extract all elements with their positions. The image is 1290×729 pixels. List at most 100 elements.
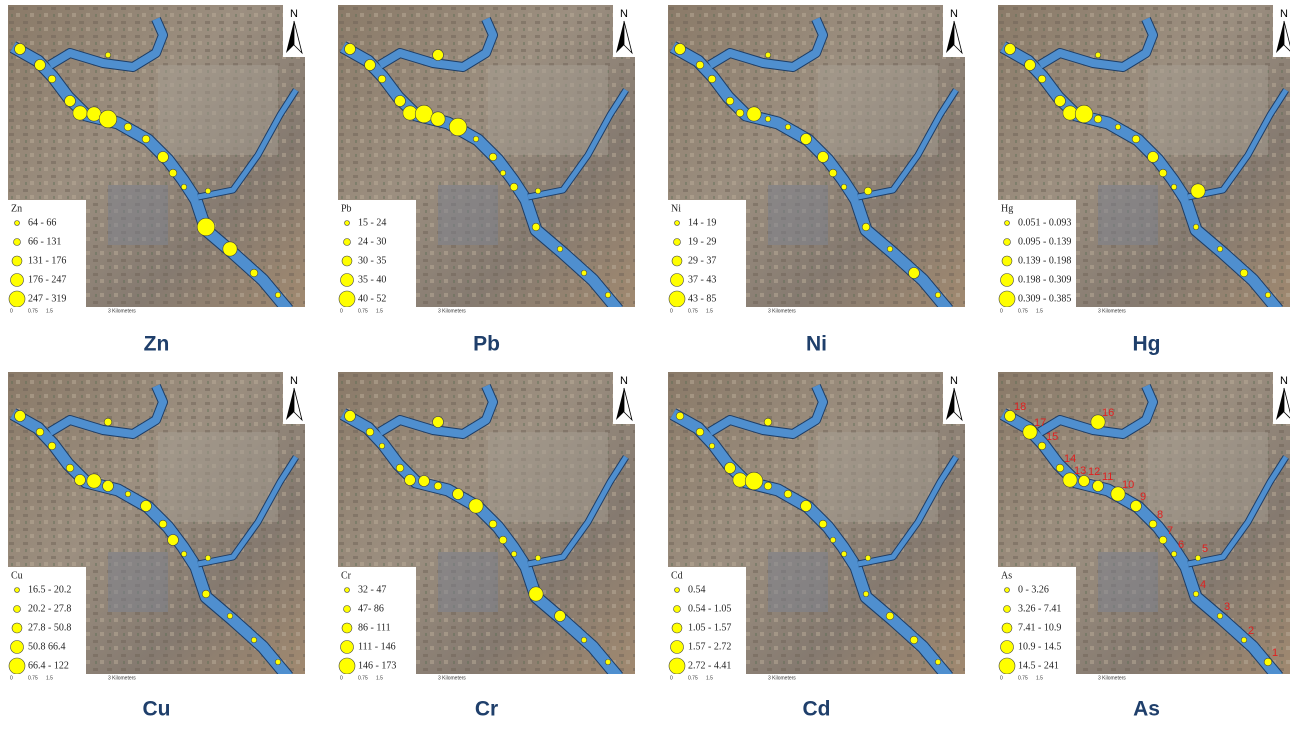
sample-site [819,520,827,528]
sample-site [105,52,111,58]
sample-site [764,418,772,426]
site-label: 11 [1102,471,1113,483]
legend-entry: 0.095 - 0.139 [1018,236,1071,247]
legend-symbol [339,658,355,674]
legend-entry: 64 - 66 [28,217,56,228]
site-label: 9 [1140,491,1146,503]
legend-symbol [675,221,680,226]
sample-site [73,106,87,120]
legend-entry: 131 - 176 [28,255,66,266]
legend-entry: 50.8 66.4 [28,641,66,652]
legend-symbol [672,256,682,266]
north-label: N [290,8,298,20]
sample-site [830,537,836,543]
legend-entry: 2.72 - 4.41 [688,660,731,671]
legend-symbol [674,606,681,613]
sample-site [1171,551,1177,557]
legend-entry: 30 - 35 [358,255,386,266]
scale-label: 1.5 [46,675,53,681]
sample-site [250,269,258,277]
legend-symbol [1004,606,1011,613]
legend-entry: 1.57 - 2.72 [688,641,731,652]
sample-site [87,474,101,488]
map-panel: NPb15 - 2424 - 3030 - 3535 - 4040 - 5200… [338,5,635,356]
panel-label: Cr [475,698,498,721]
site-label: 12 [1088,466,1100,478]
sample-site [205,555,211,561]
legend-title: Cd [671,570,683,581]
legend-entry: 0.54 - 1.05 [688,603,731,614]
sample-site [1191,184,1205,198]
legend-symbol [671,641,684,654]
scale-label: 0 [10,308,13,314]
sample-site [275,659,281,665]
legend-symbol [15,588,20,593]
scale-label: 1.5 [706,675,713,681]
sample-site [764,482,772,490]
legend-symbol [341,274,354,287]
site-label: 2 [1248,625,1254,637]
sample-site [431,112,445,126]
legend-symbol [14,606,21,613]
sample-site [765,52,771,58]
urban-block [1148,432,1268,522]
legend-entry: 0.54 [688,584,706,595]
urban-block [1098,552,1158,612]
sample-site [15,411,26,422]
legend-symbol [669,658,685,674]
north-label: N [950,375,958,387]
site-label: 8 [1157,509,1163,521]
urban-block [1148,65,1268,155]
legend-symbol [344,606,351,613]
sample-site [784,490,792,498]
legend-symbol [342,256,352,266]
sample-site [529,587,543,601]
map-panel: NCd0.540.54 - 1.051.05 - 1.571.57 - 2.72… [668,372,965,721]
site-label: 14 [1064,453,1076,465]
sample-site [865,555,871,561]
sample-site [75,475,86,486]
legend-symbol [1001,274,1014,287]
scale-label: 0.75 [358,675,368,681]
legend-entry: 111 - 146 [358,641,396,652]
sample-site [864,187,872,195]
sample-site [1055,96,1066,107]
panel-label: Cu [143,698,171,721]
sample-site [449,118,467,136]
legend-entry: 14 - 19 [688,217,716,228]
legend-entry: 66.4 - 122 [28,660,69,671]
sample-site [935,292,941,298]
legend-symbol [1005,588,1010,593]
sample-site [275,292,281,298]
sample-site [419,476,430,487]
legend-entry: 7.41 - 10.9 [1018,622,1061,633]
sample-site [251,637,257,643]
sample-site [1115,124,1121,130]
sample-site [581,637,587,643]
scale-label: 1.5 [1036,308,1043,314]
sample-site [35,60,46,71]
legend-entry: 0.198 - 0.309 [1018,274,1071,285]
urban-block [488,432,608,522]
sample-site [405,475,416,486]
panel-label: Hg [1133,333,1161,356]
sample-site [205,188,211,194]
sample-site [841,551,847,557]
sample-site [510,183,518,191]
legend-symbol [12,256,22,266]
sample-site [365,60,376,71]
urban-block [818,432,938,522]
site-label: 10 [1122,479,1134,491]
scale-label: 3 Kilometers [108,308,136,314]
legend-symbol [345,221,350,226]
scale-label: 1.5 [46,308,53,314]
sample-site [500,170,506,176]
legend-symbol [669,291,685,307]
urban-block [438,185,498,245]
sample-site [532,223,540,231]
scale-label: 0 [10,675,13,681]
sample-site [1094,115,1102,123]
map-panel: NCr32 - 4747- 8686 - 111111 - 146146 - 1… [338,372,635,721]
site-label: 16 [1102,407,1114,419]
